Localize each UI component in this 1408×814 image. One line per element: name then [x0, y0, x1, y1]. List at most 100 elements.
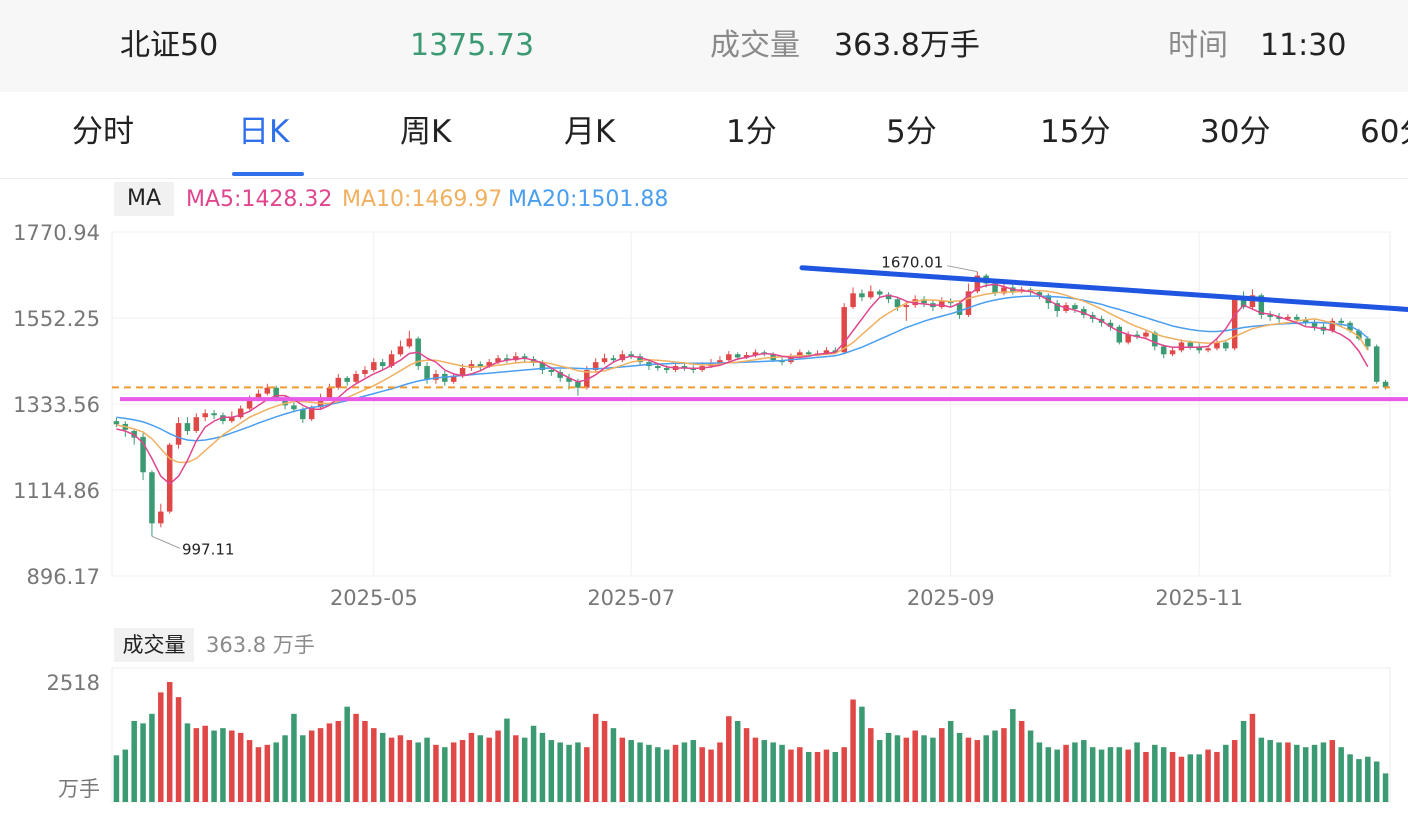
candle-body: [841, 307, 847, 353]
candle-body: [362, 370, 368, 374]
candle-body: [894, 299, 901, 308]
volume-bar: [1045, 747, 1052, 802]
tab-15min[interactable]: 15分: [1040, 114, 1111, 150]
volume-bar: [717, 742, 723, 802]
volume-bar: [1116, 747, 1123, 802]
candle-body: [379, 362, 386, 367]
volume-bar: [1223, 744, 1229, 802]
volume-bar: [832, 751, 839, 802]
tab-30min[interactable]: 30分: [1200, 114, 1271, 150]
candle-body: [220, 415, 226, 422]
candle-body: [734, 354, 741, 358]
volume-bar: [903, 737, 910, 802]
candle-body: [850, 293, 856, 308]
candle-body: [1160, 346, 1167, 355]
volume-bar: [734, 720, 741, 802]
y-tick-label: 1333.56: [13, 393, 100, 417]
tab-intraday[interactable]: 分时: [72, 114, 134, 150]
candle-body: [797, 352, 803, 357]
candle-body: [113, 421, 120, 425]
tab-5min[interactable]: 5分: [886, 114, 937, 150]
candle-body: [965, 291, 972, 315]
candle-body: [921, 299, 927, 304]
candle-body: [513, 356, 519, 361]
ma-selector[interactable]: MA: [114, 182, 174, 216]
candle-body: [859, 293, 865, 298]
volume-bar: [1001, 728, 1007, 802]
volume-bar: [912, 730, 918, 802]
volume-bar: [1302, 747, 1309, 802]
candle-body: [450, 375, 457, 382]
candle-body: [353, 373, 359, 382]
candle-body: [1187, 342, 1194, 347]
ma10-line: [116, 289, 1369, 464]
volume-axis: 2518 万手: [47, 671, 100, 801]
candle-body: [344, 377, 350, 382]
volume-bar: [211, 730, 217, 802]
candle-body: [1231, 299, 1238, 349]
volume-bar: [1160, 747, 1167, 802]
volume-bar: [237, 732, 244, 802]
tab-60min[interactable]: 60分: [1360, 114, 1408, 150]
ma10-legend: MA10:1469.97: [342, 187, 503, 212]
volume-bars: [113, 682, 1389, 802]
candle-body: [202, 413, 208, 418]
volume-bar: [726, 716, 732, 802]
volume-bar: [362, 720, 368, 802]
candle-body: [548, 370, 555, 372]
candle-body: [468, 364, 475, 369]
volume-bar: [317, 728, 324, 802]
candle-body: [1302, 319, 1309, 323]
volume-bar: [371, 728, 377, 802]
x-tick-label: 2025-11: [1155, 586, 1243, 610]
volume-bar: [681, 742, 688, 802]
candle-body: [956, 303, 963, 315]
volume-bar: [1081, 740, 1087, 802]
volume-bar: [1285, 742, 1291, 802]
volume-bar: [868, 728, 874, 802]
volume-bar: [805, 751, 812, 802]
candle-body: [655, 366, 661, 369]
volume-bar: [255, 747, 262, 802]
candle-body: [424, 366, 430, 380]
candle-body: [1365, 338, 1371, 347]
tab-weekly-k[interactable]: 周K: [400, 114, 452, 150]
candle-body: [1329, 320, 1336, 331]
volume-bar: [539, 732, 546, 802]
tab-daily-k[interactable]: 日K: [238, 114, 290, 150]
volume-bar: [885, 732, 892, 802]
candle-body: [619, 354, 626, 361]
candle-body: [264, 387, 271, 394]
volume-bar: [1018, 720, 1025, 802]
volume-bar: [1382, 773, 1389, 802]
volume-bar: [1249, 713, 1256, 802]
volume-bar: [184, 723, 191, 802]
volume-bar: [876, 740, 883, 802]
volume-bar: [584, 747, 590, 802]
candle-body: [406, 338, 413, 347]
volume-bar: [220, 728, 226, 802]
volume-bar: [193, 728, 200, 802]
volume-bar: [495, 730, 501, 802]
candle-body: [166, 444, 173, 512]
volume-panel-value: 363.8 万手: [206, 633, 315, 657]
volume-bar: [326, 723, 333, 802]
volume-bar: [1258, 737, 1265, 802]
volume-bar: [1231, 740, 1238, 802]
volume-panel-label[interactable]: 成交量: [114, 628, 194, 662]
volume-bar: [1027, 730, 1034, 802]
quote-header: 北证50 1375.73 成交量 363.8万手 时间 11:30: [0, 0, 1408, 92]
volume-bar: [708, 749, 714, 802]
volume-bar: [202, 725, 208, 802]
volume-bar: [788, 749, 794, 802]
volume-bar: [672, 744, 679, 802]
tab-1min[interactable]: 1分: [726, 114, 777, 150]
volume-bar: [592, 713, 599, 802]
volume-bar: [770, 742, 776, 802]
period-tabs: 分时 日K 周K 月K 1分 5分 15分 30分 60分: [0, 92, 1408, 179]
y-axis: 1770.94 1552.25 1333.56 1114.86 896.17: [13, 221, 100, 589]
low-leader: [151, 535, 181, 549]
tab-monthly-k[interactable]: 月K: [564, 114, 616, 150]
volume-bar: [1276, 742, 1282, 802]
